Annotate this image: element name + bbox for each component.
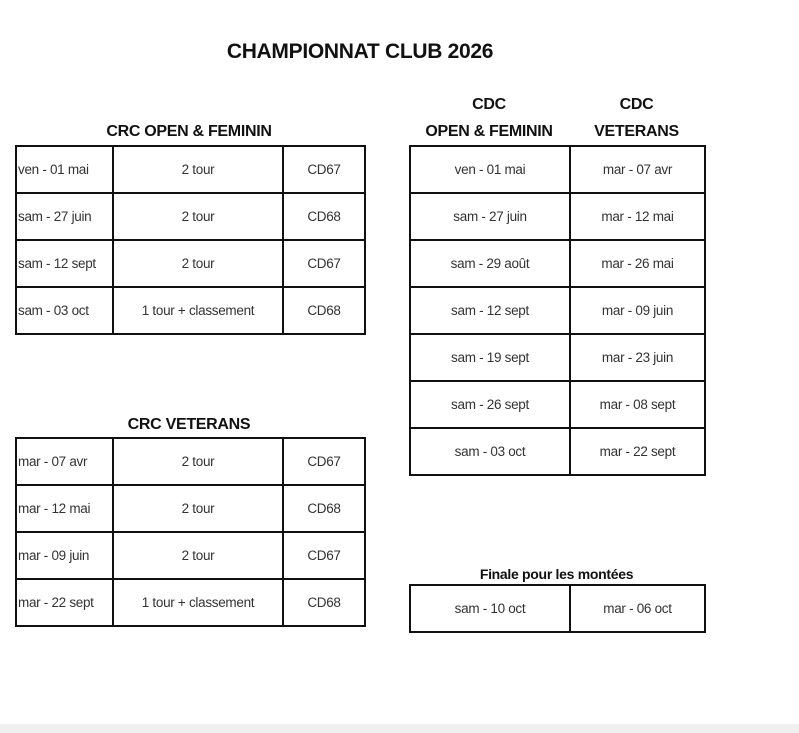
table-cell: ven - 01 mai: [409, 145, 571, 194]
table-cell: mar - 07 avr: [569, 145, 706, 194]
table-cell: 2 tour: [112, 239, 284, 288]
table-row: mar - 22 sept 1 tour + classement CD68: [15, 578, 366, 627]
page-title: CHAMPIONNAT CLUB 2026: [226, 40, 494, 63]
table-cell: CD68: [282, 286, 366, 335]
table-cell: sam - 26 sept: [409, 380, 571, 429]
table-cell: CD67: [282, 239, 366, 288]
table-row: sam - 10 oct mar - 06 oct: [409, 584, 706, 633]
table-row: sam - 03 oct 1 tour + classement CD68: [15, 286, 366, 335]
table-cell: CD67: [282, 531, 366, 580]
table-cell: mar - 07 avr: [15, 437, 114, 486]
finale-heading: Finale pour les montées: [479, 566, 634, 582]
table-cell: mar - 12 mai: [569, 192, 706, 241]
table-row: sam - 12 sept 2 tour CD67: [15, 239, 366, 288]
table-cell: 2 tour: [112, 484, 284, 533]
table-cell: mar - 08 sept: [569, 380, 706, 429]
table-cell: 1 tour + classement: [112, 286, 284, 335]
table-cell: mar - 22 sept: [569, 427, 706, 476]
table-cell: sam - 03 oct: [15, 286, 114, 335]
table-cell: mar - 12 mai: [15, 484, 114, 533]
bottom-strip: [0, 724, 799, 733]
cdc-veterans-heading-line1: CDC: [619, 96, 654, 113]
table-cell: 2 tour: [112, 192, 284, 241]
table-cell: ven - 01 mai: [15, 145, 114, 194]
crc-open-heading: CRC OPEN & FEMININ: [106, 123, 272, 140]
table-row: mar - 12 mai 2 tour CD68: [15, 484, 366, 533]
crc-open-table: ven - 01 mai 2 tour CD67 sam - 27 juin 2 tou…: [15, 145, 366, 335]
crc-veterans-heading: CRC VETERANS: [127, 416, 251, 433]
table-row: mar - 09 juin 2 tour CD67: [15, 531, 366, 580]
cdc-open-heading-line1: CDC: [472, 96, 506, 113]
cdc-table: ven - 01 mai mar - 07 avr sam - 27 juin mar…: [409, 145, 706, 476]
table-row: sam - 27 juin 2 tour CD68: [15, 192, 366, 241]
table-row: sam - 12 sept mar - 09 juin: [409, 286, 706, 335]
table-cell: sam - 27 juin: [15, 192, 114, 241]
table-cell: mar - 23 juin: [569, 333, 706, 382]
table-cell: sam - 19 sept: [409, 333, 571, 382]
table-cell: CD67: [282, 145, 366, 194]
table-cell: sam - 10 oct: [409, 584, 571, 633]
table-cell: CD68: [282, 578, 366, 627]
table-cell: 2 tour: [112, 531, 284, 580]
table-row: sam - 19 sept mar - 23 juin: [409, 333, 706, 382]
table-cell: sam - 03 oct: [409, 427, 571, 476]
table-cell: sam - 12 sept: [15, 239, 114, 288]
finale-table: sam - 10 oct mar - 06 oct: [409, 584, 706, 633]
table-cell: CD68: [282, 192, 366, 241]
table-row: mar - 07 avr 2 tour CD67: [15, 437, 366, 486]
table-cell: 2 tour: [112, 437, 284, 486]
table-cell: mar - 09 juin: [15, 531, 114, 580]
table-cell: 1 tour + classement: [112, 578, 284, 627]
table-row: sam - 26 sept mar - 08 sept: [409, 380, 706, 429]
crc-veterans-table: mar - 07 avr 2 tour CD67 mar - 12 mai 2 tour…: [15, 437, 366, 627]
table-cell: CD67: [282, 437, 366, 486]
table-cell: CD68: [282, 484, 366, 533]
cdc-veterans-heading-line2: VETERANS: [594, 123, 679, 140]
table-row: sam - 29 août mar - 26 mai: [409, 239, 706, 288]
table-row: sam - 03 oct mar - 22 sept: [409, 427, 706, 476]
table-cell: sam - 12 sept: [409, 286, 571, 335]
table-row: sam - 27 juin mar - 12 mai: [409, 192, 706, 241]
table-cell: sam - 29 août: [409, 239, 571, 288]
table-cell: mar - 26 mai: [569, 239, 706, 288]
table-cell: mar - 06 oct: [569, 584, 706, 633]
table-cell: mar - 22 sept: [15, 578, 114, 627]
cdc-open-heading-line2: OPEN & FEMININ: [425, 123, 553, 140]
table-cell: sam - 27 juin: [409, 192, 571, 241]
table-row: ven - 01 mai mar - 07 avr: [409, 145, 706, 194]
table-cell: 2 tour: [112, 145, 284, 194]
table-row: ven - 01 mai 2 tour CD67: [15, 145, 366, 194]
table-cell: mar - 09 juin: [569, 286, 706, 335]
